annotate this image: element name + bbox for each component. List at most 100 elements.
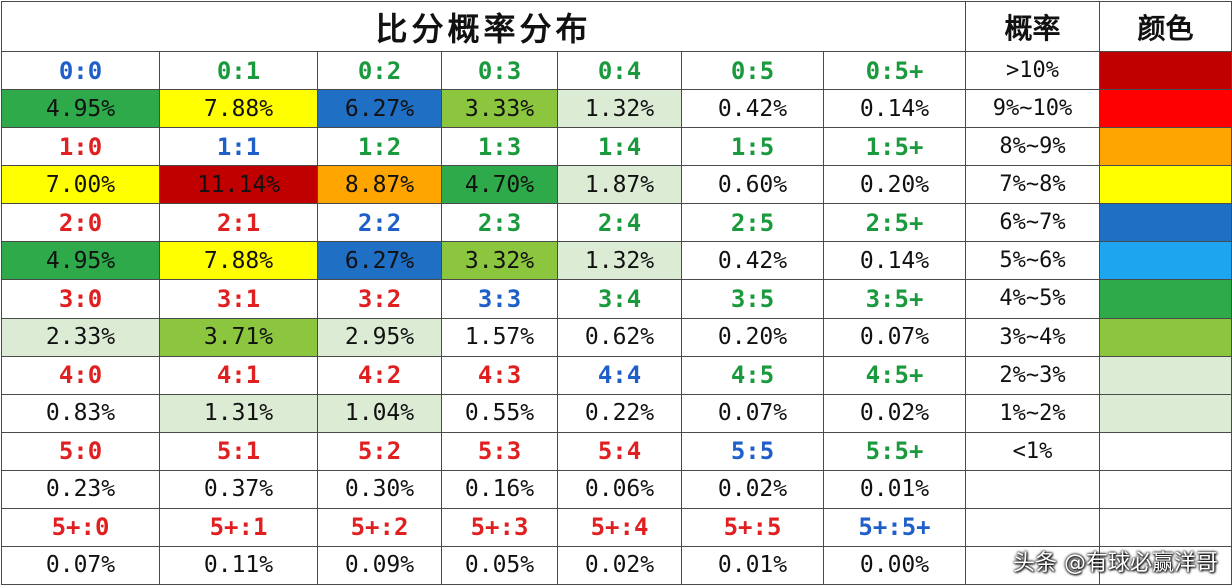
probability-cell: 0.37% <box>159 469 318 509</box>
score-cell: 5+:4 <box>557 507 682 547</box>
probability-cell: 0.05% <box>441 545 558 586</box>
score-cell: 4:1 <box>159 355 318 395</box>
probability-cell: 2.33% <box>1 317 160 357</box>
score-cell: 5+:5 <box>681 507 824 547</box>
probability-cell: 1.32% <box>557 241 682 281</box>
probability-cell: 0.20% <box>681 317 824 357</box>
probability-cell: 3.32% <box>441 241 558 281</box>
legend-range-label: >10% <box>965 51 1101 91</box>
color-header: 颜色 <box>1099 0 1232 53</box>
score-cell: 5:5 <box>681 431 824 471</box>
probability-row: 4.95% 7.88% 6.27% 3.33% 1.32% 0.42% 0.14% 9%~10… <box>1 89 1232 129</box>
score-cell: 5+:3 <box>441 507 558 547</box>
score-cell: 4:3 <box>441 355 558 395</box>
probability-cell: 0.23% <box>1 469 160 509</box>
score-cell: 5+:5+ <box>822 507 967 547</box>
score-cell: 5:3 <box>441 431 558 471</box>
score-cell: 0:5 <box>681 51 824 91</box>
header-row: 比分概率分布 概率 颜色 <box>0 0 1232 53</box>
score-row: 0:0 0:1 0:2 0:3 0:4 0:5 0:5+ >10% <box>1 51 1232 91</box>
score-cell: 2:5 <box>681 203 824 243</box>
legend-range-label: 1%~2% <box>965 393 1101 433</box>
legend-color-swatch <box>1099 507 1232 547</box>
probability-cell: 6.27% <box>317 89 442 129</box>
score-cell: 1:3 <box>441 127 558 167</box>
score-cell: 2:1 <box>159 203 318 243</box>
score-cell: 5+:2 <box>317 507 442 547</box>
probability-cell: 0.62% <box>557 317 682 357</box>
legend-color-swatch <box>1099 241 1232 281</box>
score-cell: 4:2 <box>317 355 442 395</box>
probability-row: 4.95% 7.88% 6.27% 3.32% 1.32% 0.42% 0.14% 5%~6% <box>1 241 1232 281</box>
legend-range-label: 3%~4% <box>965 317 1101 357</box>
score-cell: 3:3 <box>441 279 558 319</box>
legend-range-label: 9%~10% <box>965 89 1101 129</box>
score-cell: 2:3 <box>441 203 558 243</box>
score-cell: 0:2 <box>317 51 442 91</box>
probability-cell: 3.33% <box>441 89 558 129</box>
score-row: 3:0 3:1 3:2 3:3 3:4 3:5 3:5+ 4%~5% <box>1 279 1232 319</box>
score-cell: 3:5 <box>681 279 824 319</box>
probability-cell: 0.01% <box>822 469 967 509</box>
probability-cell: 0.14% <box>822 89 967 129</box>
legend-range-label: 2%~3% <box>965 355 1101 395</box>
legend-color-swatch <box>1099 89 1232 129</box>
legend-color-swatch <box>1099 279 1232 319</box>
legend-color-swatch <box>1099 469 1232 509</box>
probability-cell: 0.60% <box>681 165 824 205</box>
score-row: 5:0 5:1 5:2 5:3 5:4 5:5 5:5+ <1% <box>1 431 1232 471</box>
score-cell: 0:3 <box>441 51 558 91</box>
probability-cell: 0.09% <box>317 545 442 586</box>
score-cell: 2:0 <box>1 203 160 243</box>
score-cell: 2:2 <box>317 203 442 243</box>
probability-cell: 0.20% <box>822 165 967 205</box>
probability-row: 2.33% 3.71% 2.95% 1.57% 0.62% 0.20% 0.07% 3%~4% <box>1 317 1232 357</box>
score-row: 4:0 4:1 4:2 4:3 4:4 4:5 4:5+ 2%~3% <box>1 355 1232 395</box>
score-cell: 1:2 <box>317 127 442 167</box>
probability-row: 7.00% 11.14% 8.87% 4.70% 1.87% 0.60% 0.20% 7%~8… <box>1 165 1232 205</box>
probability-cell: 0.42% <box>681 89 824 129</box>
legend-range-label: 7%~8% <box>965 165 1101 205</box>
score-row: 1:0 1:1 1:2 1:3 1:4 1:5 1:5+ 8%~9% <box>1 127 1232 167</box>
probability-cell: 0.07% <box>1 545 160 586</box>
probability-cell: 1.57% <box>441 317 558 357</box>
legend-color-swatch <box>1099 317 1232 357</box>
probability-cell: 0.02% <box>822 393 967 433</box>
score-cell: 5:4 <box>557 431 682 471</box>
probability-cell: 4.95% <box>1 89 160 129</box>
legend-range-label: 6%~7% <box>965 203 1101 243</box>
probability-row: 0.23% 0.37% 0.30% 0.16% 0.06% 0.02% 0.01% <box>1 469 1232 509</box>
probability-cell: 2.95% <box>317 317 442 357</box>
score-cell: 5+:1 <box>159 507 318 547</box>
legend-range-label <box>965 545 1101 586</box>
probability-cell: 0.07% <box>681 393 824 433</box>
table-title: 比分概率分布 <box>0 0 967 53</box>
probability-header: 概率 <box>965 0 1101 53</box>
score-cell: 1:0 <box>1 127 160 167</box>
legend-color-swatch <box>1099 127 1232 167</box>
score-cell: 1:4 <box>557 127 682 167</box>
probability-cell: 4.95% <box>1 241 160 281</box>
probability-cell: 0.02% <box>557 545 682 586</box>
score-cell: 3:1 <box>159 279 318 319</box>
score-cell: 5:0 <box>1 431 160 471</box>
score-cell: 4:0 <box>1 355 160 395</box>
probability-cell: 0.14% <box>822 241 967 281</box>
legend-range-label <box>965 469 1101 509</box>
score-cell: 2:4 <box>557 203 682 243</box>
legend-range-label: 5%~6% <box>965 241 1101 281</box>
watermark-text: 头条 @有球必赢洋哥 <box>1013 551 1218 576</box>
probability-cell: 0.11% <box>159 545 318 586</box>
score-cell: 0:4 <box>557 51 682 91</box>
probability-cell: 0.06% <box>557 469 682 509</box>
score-row: 2:0 2:1 2:2 2:3 2:4 2:5 2:5+ 6%~7% <box>1 203 1232 243</box>
score-cell: 4:5+ <box>822 355 967 395</box>
score-cell: 5:5+ <box>822 431 967 471</box>
probability-cell: 8.87% <box>317 165 442 205</box>
score-cell: 4:4 <box>557 355 682 395</box>
probability-cell: 1.32% <box>557 89 682 129</box>
legend-range-label: <1% <box>965 431 1101 471</box>
probability-cell: 6.27% <box>317 241 442 281</box>
score-cell: 4:5 <box>681 355 824 395</box>
